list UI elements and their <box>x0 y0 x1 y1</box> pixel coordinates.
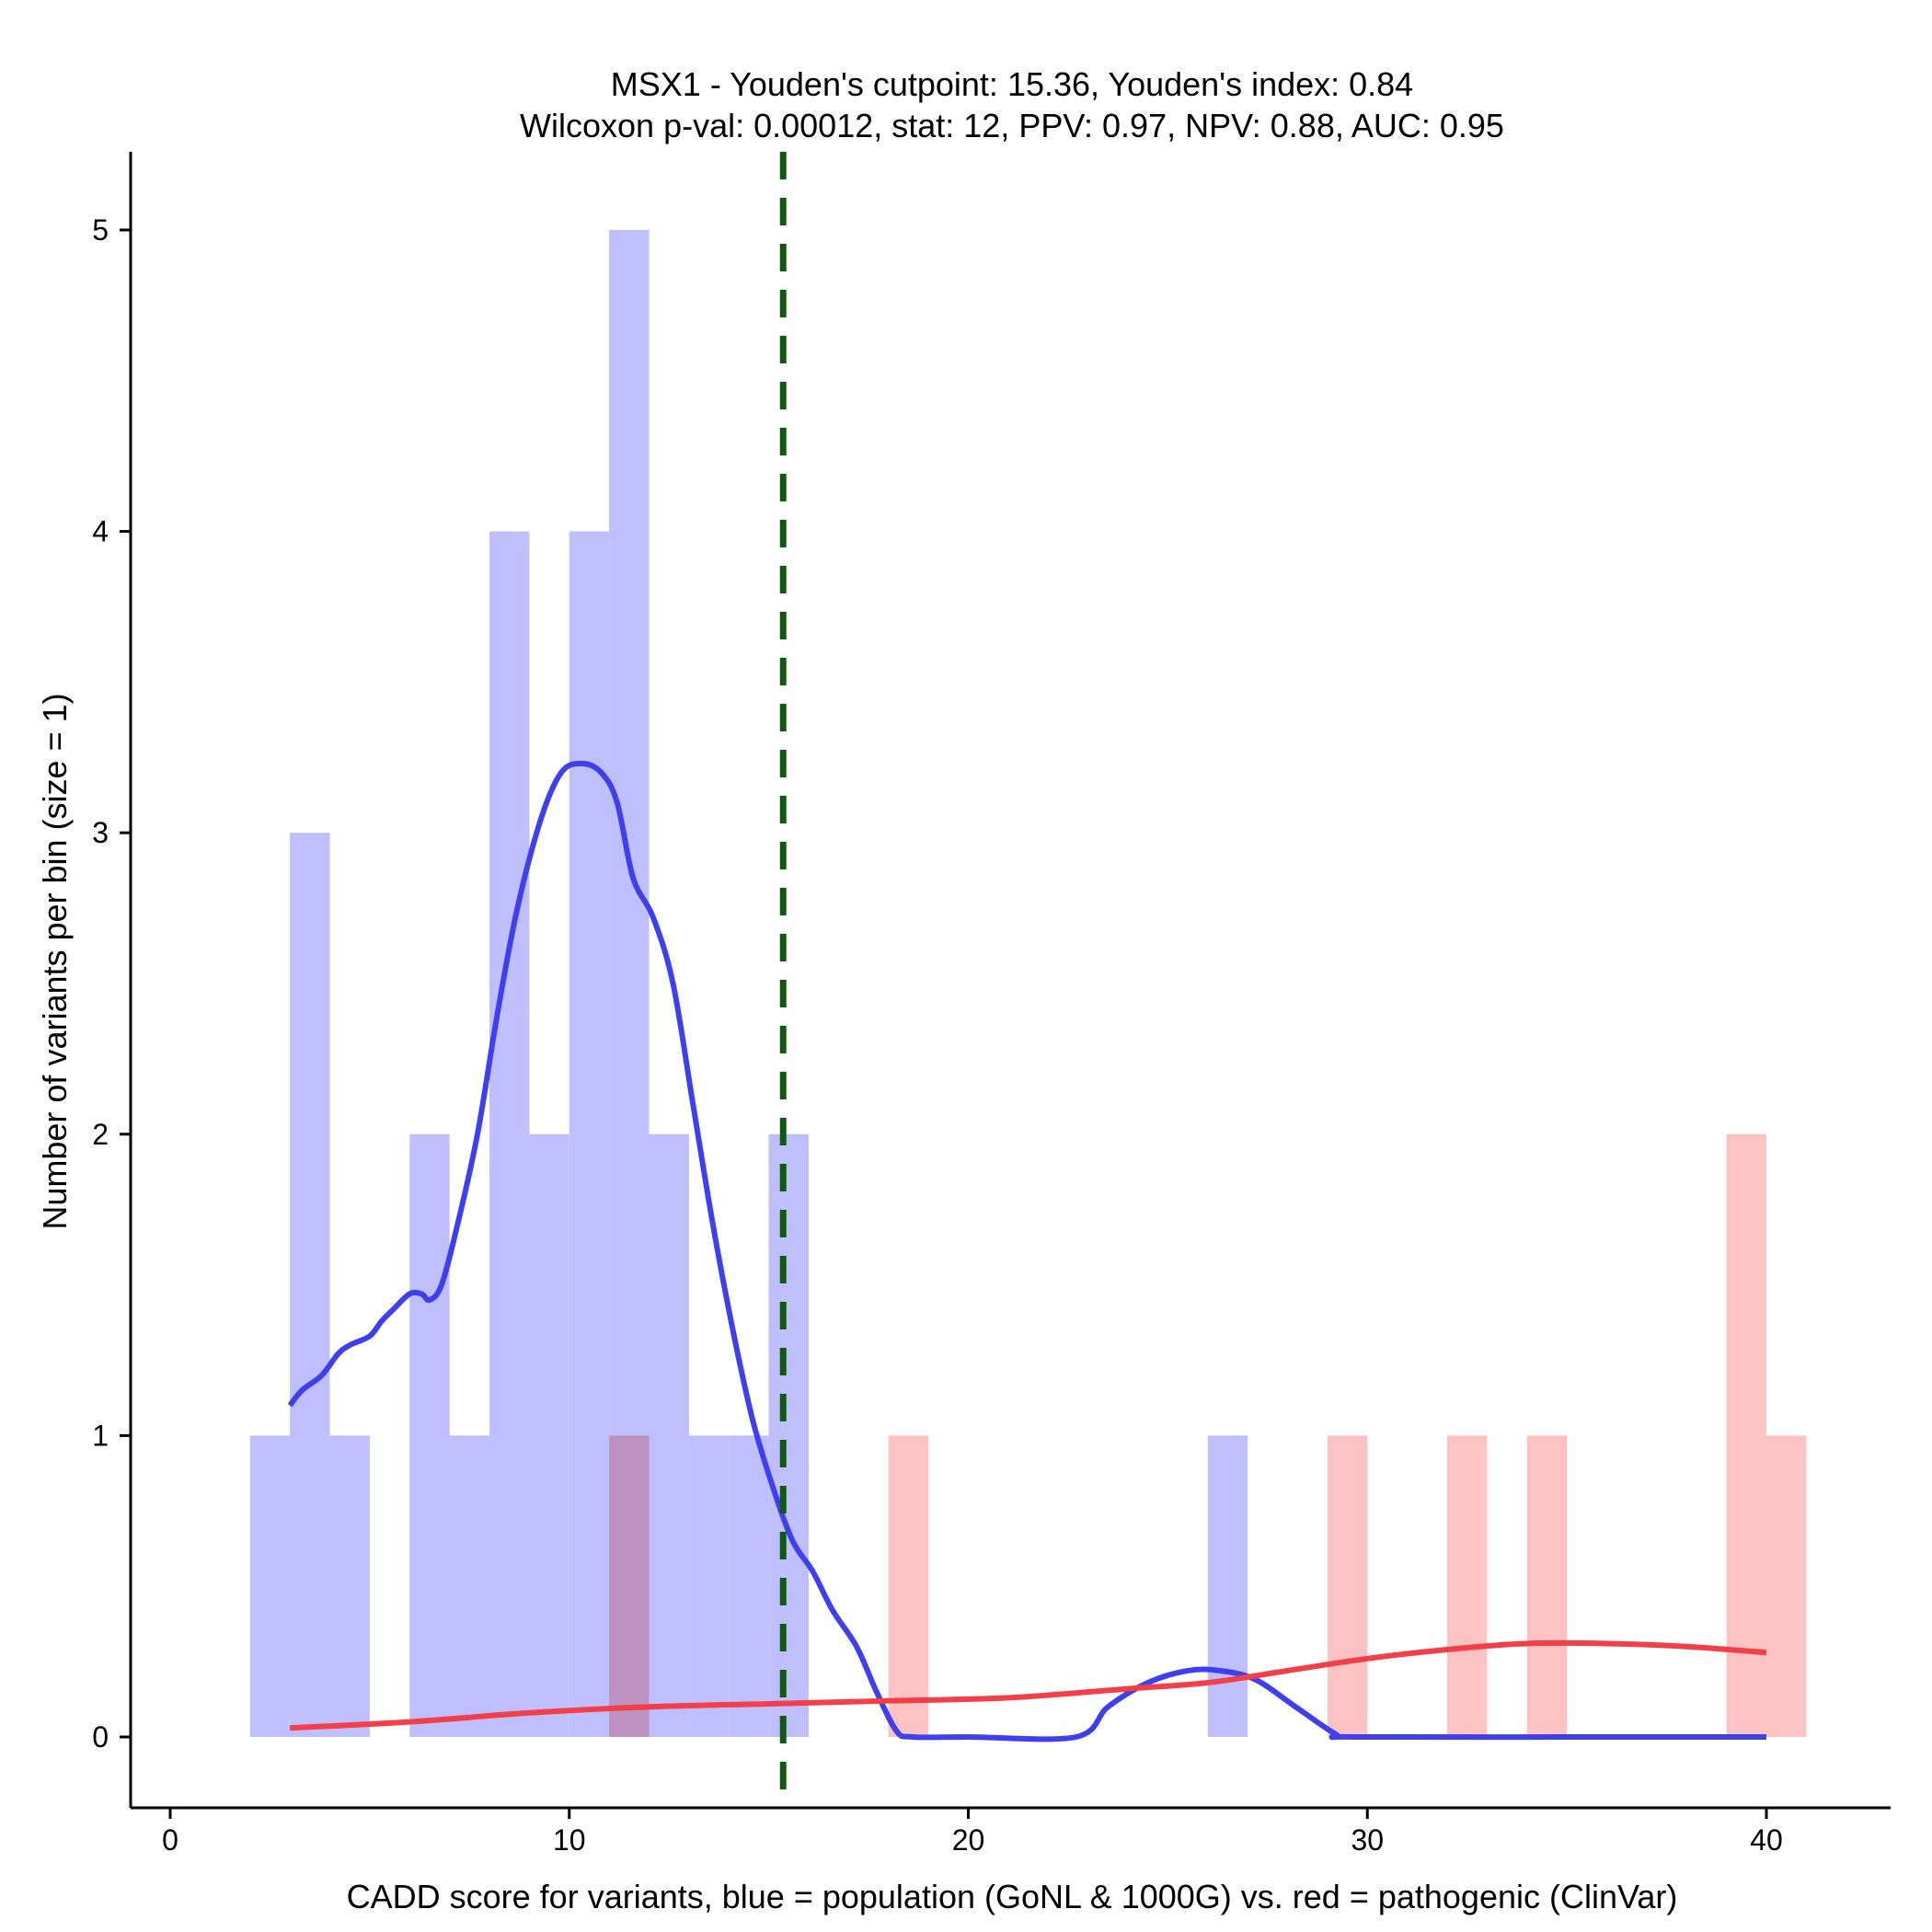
x-tick-label-40: 40 <box>1750 1823 1783 1857</box>
y-tick-label-3: 3 <box>92 816 109 849</box>
population-bar-7 <box>569 531 610 1737</box>
x-axis-label: CADD score for variants, blue = populati… <box>347 1878 1678 1915</box>
y-tick-label-1: 1 <box>92 1419 109 1452</box>
population-bar-3 <box>409 1133 450 1737</box>
population-bar-11 <box>729 1435 769 1737</box>
pathogenic-bar-5 <box>1726 1133 1766 1737</box>
pathogenic-bar-4 <box>1526 1435 1568 1737</box>
x-tick-label-10: 10 <box>553 1823 586 1857</box>
pathogenic-bar-6 <box>1766 1435 1807 1737</box>
population-bar-9 <box>649 1133 689 1737</box>
density-curves <box>287 760 1767 1742</box>
chart-title-line-2: Wilcoxon p-val: 0.00012, stat: 12, PPV: … <box>520 107 1504 144</box>
y-tick-label-5: 5 <box>92 213 109 247</box>
pathogenic-density-curve <box>289 1639 1767 1731</box>
population-bar-4 <box>449 1435 489 1737</box>
x-tick-label-0: 0 <box>162 1823 178 1857</box>
population-bar-13 <box>1207 1435 1248 1737</box>
population-bar-1 <box>290 833 330 1737</box>
x-ticks: 0 10 20 30 40 <box>162 1808 1783 1857</box>
y-tick-label-0: 0 <box>92 1720 109 1754</box>
pathogenic-bar-3 <box>1447 1435 1488 1737</box>
x-tick-label-20: 20 <box>952 1823 985 1857</box>
y-tick-label-4: 4 <box>92 515 109 548</box>
pathogenic-bars <box>609 1133 1807 1737</box>
x-tick-label-30: 30 <box>1351 1823 1384 1857</box>
population-bar-0 <box>249 1435 291 1737</box>
population-density-curve <box>287 760 1766 1742</box>
y-axis-label: Number of variants per bin (size = 1) <box>36 693 74 1229</box>
population-bar-10 <box>688 1435 730 1737</box>
chart-title-line-1: MSX1 - Youden's cutpoint: 15.36, Youden'… <box>611 65 1413 103</box>
population-bar-2 <box>329 1435 370 1737</box>
axes: 0 10 20 30 40 0 1 2 3 4 5 <box>92 152 1891 1857</box>
population-bar-5 <box>489 531 530 1737</box>
pathogenic-bar-2 <box>1327 1435 1368 1737</box>
population-bar-12 <box>768 1133 809 1737</box>
y-ticks: 0 1 2 3 4 5 <box>92 213 131 1754</box>
population-bars <box>249 230 1248 1737</box>
population-bar-6 <box>529 1133 569 1737</box>
pathogenic-bar-0 <box>609 1435 650 1737</box>
pathogenic-bar-1 <box>888 1435 929 1737</box>
y-tick-label-2: 2 <box>92 1118 109 1151</box>
